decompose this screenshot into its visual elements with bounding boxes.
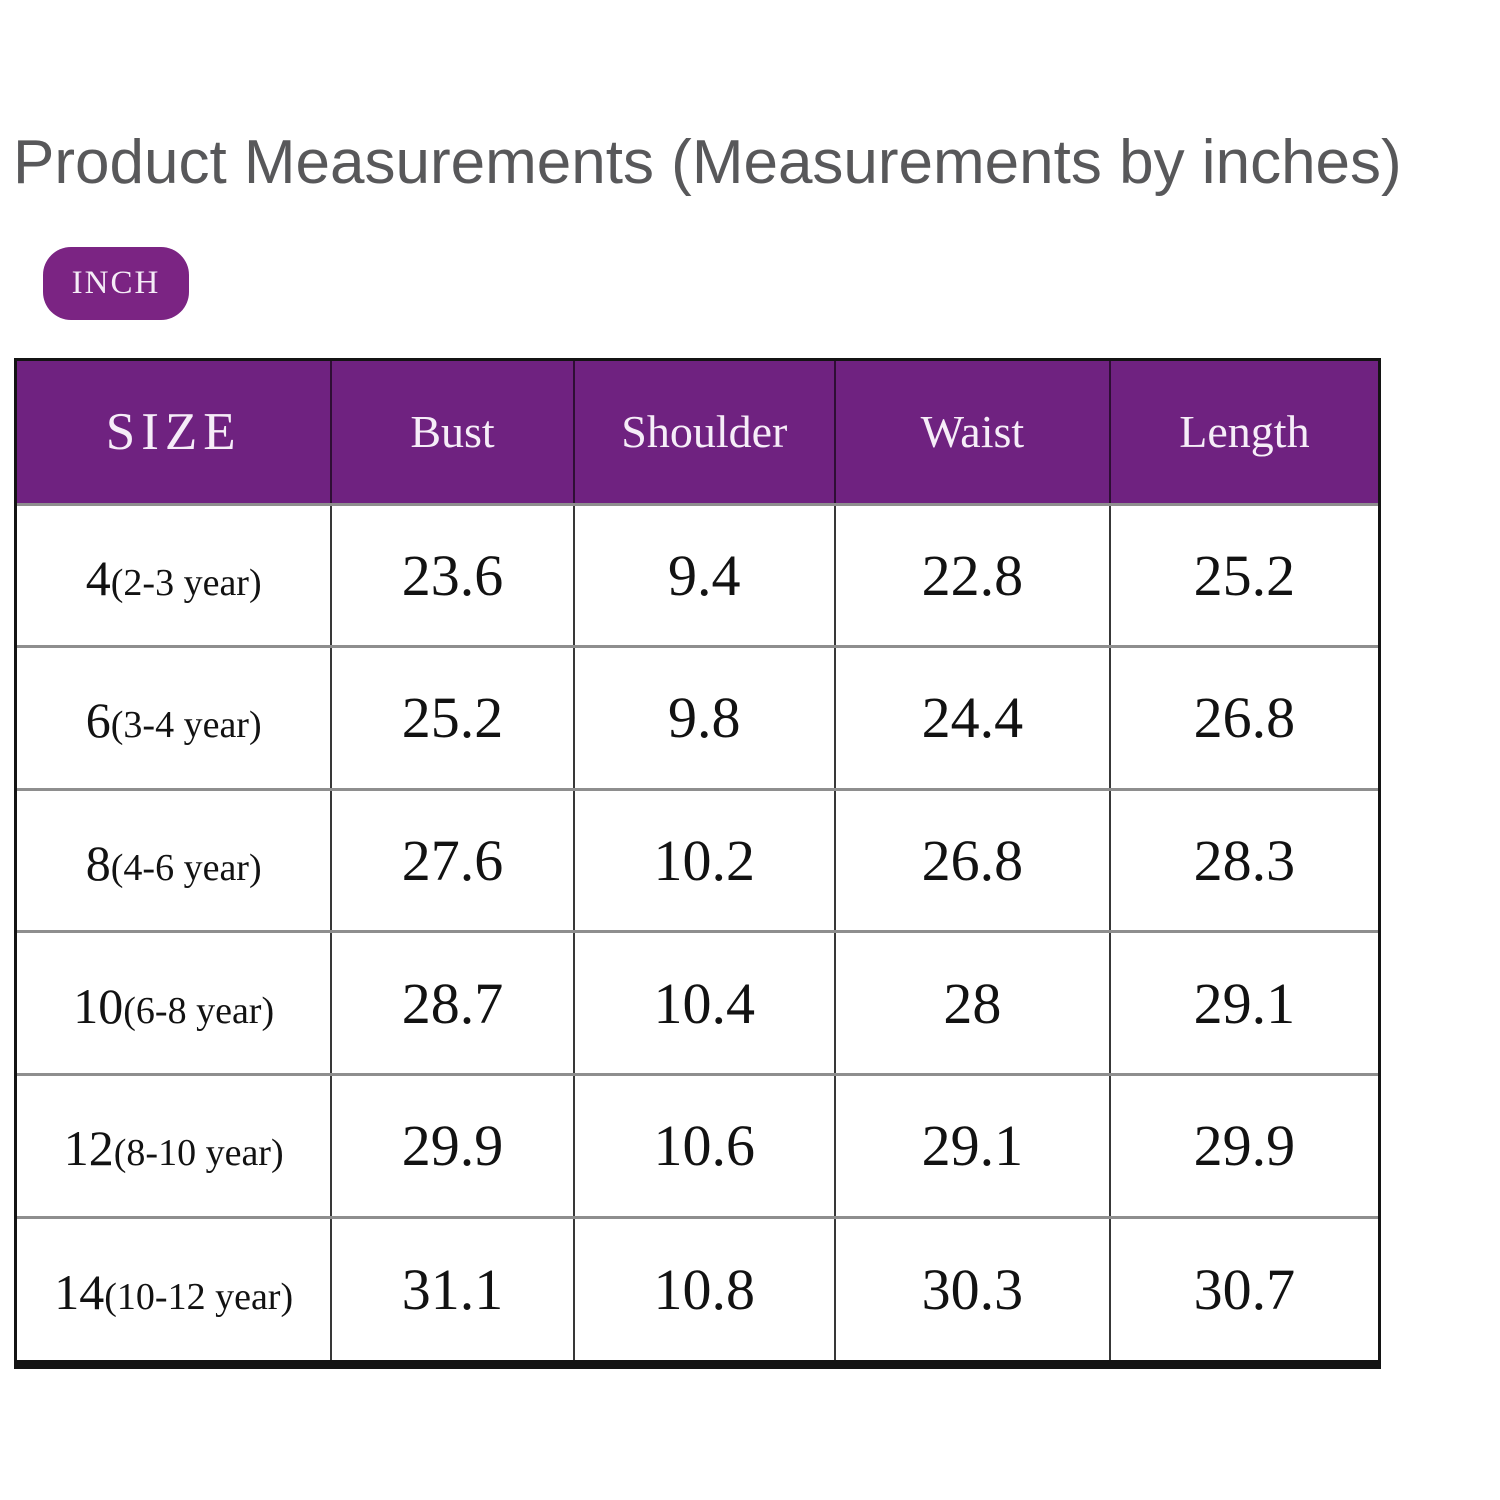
unit-badge: INCH [43,247,189,320]
shoulder-cell: 10.4 [572,930,835,1075]
table-row: 12(8-10 year) 29.9 10.6 29.1 29.9 [17,1073,1378,1218]
table-row: 14(10-12 year) 31.1 10.8 30.3 30.7 [17,1215,1378,1360]
table-row: 6(3-4 year) 25.2 9.8 24.4 26.8 [17,645,1378,790]
length-cell: 30.7 [1108,1215,1378,1360]
column-header-waist: Waist [833,361,1110,504]
size-cell: 14(10-12 year) [17,1215,332,1360]
age-range: (4-6 year) [110,847,262,890]
size-cell: 6(3-4 year) [17,645,332,790]
size-cell: 10(6-8 year) [17,930,332,1075]
age-range: (8-10 year) [113,1132,284,1175]
bust-cell: 25.2 [330,645,574,790]
shoulder-cell: 10.6 [572,1073,835,1218]
column-header-shoulder: Shoulder [572,361,835,504]
waist-cell: 24.4 [833,645,1110,790]
size-value: 10 [73,977,124,1034]
shoulder-cell: 10.2 [572,787,835,932]
size-value: 8 [85,835,111,892]
age-range: (10-12 year) [104,1275,294,1318]
shoulder-cell: 9.4 [572,502,835,647]
bust-cell: 23.6 [330,502,574,647]
length-cell: 26.8 [1108,645,1378,790]
waist-cell: 29.1 [833,1073,1110,1218]
bust-cell: 27.6 [330,787,574,932]
measurement-table: SIZE Bust Shoulder Waist Length 4(2-3 year) 2… [17,361,1378,1360]
age-range: (3-4 year) [110,704,262,747]
length-cell: 29.1 [1108,930,1378,1075]
bust-cell: 31.1 [330,1215,574,1360]
column-header-size: SIZE [17,361,332,504]
length-cell: 25.2 [1108,502,1378,647]
table-row: 8(4-6 year) 27.6 10.2 26.8 28.3 [17,787,1378,932]
size-value: 12 [63,1120,114,1177]
shoulder-cell: 10.8 [572,1215,835,1360]
age-range: (2-3 year) [110,561,262,604]
bust-cell: 29.9 [330,1073,574,1218]
waist-cell: 26.8 [833,787,1110,932]
size-cell: 4(2-3 year) [17,502,332,647]
waist-cell: 28 [833,930,1110,1075]
length-cell: 28.3 [1108,787,1378,932]
bust-cell: 28.7 [330,930,574,1075]
length-cell: 29.9 [1108,1073,1378,1218]
table-body: 4(2-3 year) 23.6 9.4 22.8 25.2 6(3-4 year) 25.… [17,502,1378,1360]
size-value: 6 [85,692,111,749]
page-title: Product Measurements (Measurements by in… [13,128,1402,197]
size-value: 14 [54,1263,105,1320]
size-cell: 8(4-6 year) [17,787,332,932]
column-header-length: Length [1108,361,1378,504]
shoulder-cell: 9.8 [572,645,835,790]
table-header: SIZE Bust Shoulder Waist Length [17,361,1378,504]
size-value: 4 [85,549,111,606]
waist-cell: 22.8 [833,502,1110,647]
column-header-bust: Bust [330,361,574,504]
table-row: 4(2-3 year) 23.6 9.4 22.8 25.2 [17,502,1378,647]
waist-cell: 30.3 [833,1215,1110,1360]
unit-badge-label: INCH [71,265,161,301]
age-range: (6-8 year) [123,989,275,1032]
table-row: 10(6-8 year) 28.7 10.4 28 29.1 [17,930,1378,1075]
size-cell: 12(8-10 year) [17,1073,332,1218]
measurement-table-wrapper: SIZE Bust Shoulder Waist Length 4(2-3 year) 2… [14,358,1381,1369]
header-row: SIZE Bust Shoulder Waist Length [17,361,1378,504]
